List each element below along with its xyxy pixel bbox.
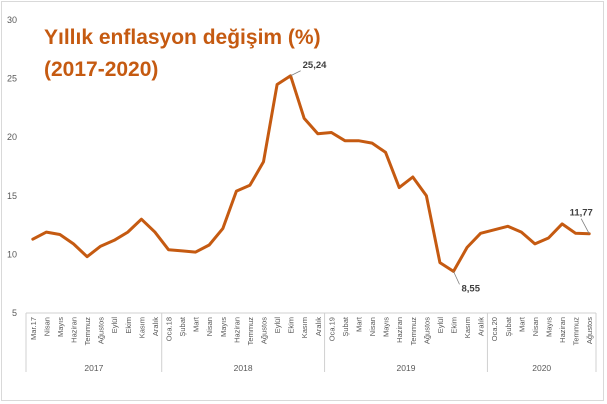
y-tick-label: 15 — [7, 191, 17, 201]
x-tick-label: Nisan — [42, 317, 51, 336]
x-tick-label: Ağustos — [422, 317, 431, 344]
data-label: 11,77 — [570, 208, 593, 219]
x-tick-labels: Mar.17 Nisan Mayıs Haziran Temmuz Ağustos Eylü… — [29, 316, 594, 345]
x-tick-label: Ağustos — [260, 317, 269, 344]
series-line — [31, 74, 591, 273]
data-label: 25,24 — [303, 60, 327, 71]
x-tick-label: Kasım — [137, 317, 146, 338]
x-tick-label: Ekim — [450, 317, 459, 334]
x-tick-label: Aralık — [151, 317, 160, 336]
x-tick-label: Mart — [517, 316, 526, 332]
x-tick-label: Nisan — [531, 317, 540, 336]
y-tick-label: 30 — [7, 15, 17, 25]
series-line-group — [31, 74, 591, 273]
x-tick-label: Şubat — [341, 316, 350, 337]
x-tick-label: Temmuz — [246, 317, 255, 346]
x-tick-label: Oca.20 — [490, 317, 499, 341]
year-group-labels: 2017 2018 2019 2020 — [84, 363, 551, 373]
y-tick-label: 25 — [7, 74, 17, 84]
x-tick-label: Nisan — [368, 317, 377, 336]
x-tick-label: Mayıs — [219, 317, 228, 337]
year-label: 2018 — [234, 363, 253, 373]
x-tick-label: Mart — [192, 316, 201, 332]
x-tick-label: Temmuz — [572, 317, 581, 346]
x-tick-label: Haziran — [558, 317, 567, 343]
x-tick-label: Eylül — [273, 317, 282, 334]
x-tick-label: Eylül — [110, 317, 119, 334]
y-tick-label: 20 — [7, 132, 17, 142]
chart-title-line-2: (2017-2020) — [44, 58, 158, 81]
year-label: 2017 — [84, 363, 103, 373]
chart-title-line-1: Yıllık enflasyon değişim (%) — [44, 26, 321, 49]
x-tick-label: Mayıs — [545, 317, 554, 337]
data-label-leader — [580, 218, 590, 234]
x-tick-label: Kasım — [463, 317, 472, 338]
x-tick-label: Haziran — [232, 317, 241, 343]
x-tick-label: Mayıs — [382, 317, 391, 337]
y-axis: 5 10 15 20 25 30 — [7, 15, 17, 318]
x-tick-label: Temmuz — [83, 317, 92, 346]
x-tick-label: Şubat — [504, 316, 513, 337]
x-tick-label: Mar.17 — [29, 317, 38, 340]
x-tick-label: Oca.18 — [165, 317, 174, 341]
x-tick-label: Ağustos — [97, 317, 106, 344]
x-tick-label: Mayıs — [56, 317, 65, 337]
data-label: 8,55 — [462, 283, 481, 294]
data-labels: 25,24 8,55 11,77 — [290, 60, 593, 294]
y-tick-label: 5 — [12, 308, 17, 318]
x-tick-label: Nisan — [205, 317, 214, 336]
x-tick-label: Ağustos — [585, 317, 594, 344]
x-tick-label: Haziran — [70, 317, 79, 343]
x-tick-label: Temmuz — [409, 317, 418, 346]
year-label: 2019 — [397, 363, 416, 373]
data-label-leader — [290, 70, 301, 77]
x-tick-label: Şubat — [178, 316, 187, 337]
x-tick-label: Ekim — [124, 317, 133, 334]
x-tick-label: Ekim — [287, 317, 296, 334]
x-tick-label: Eylül — [436, 317, 445, 334]
year-label: 2020 — [532, 363, 551, 373]
data-label-leader — [453, 271, 460, 285]
x-tick-label: Oca.19 — [327, 317, 336, 341]
x-tick-label: Haziran — [395, 317, 404, 343]
y-tick-label: 10 — [7, 249, 17, 259]
x-axis — [25, 312, 597, 372]
x-tick-label: Aralık — [477, 317, 486, 336]
x-tick-label: Aralık — [314, 317, 323, 336]
x-tick-label: Kasım — [300, 317, 309, 338]
x-tick-label: Mart — [355, 316, 364, 332]
